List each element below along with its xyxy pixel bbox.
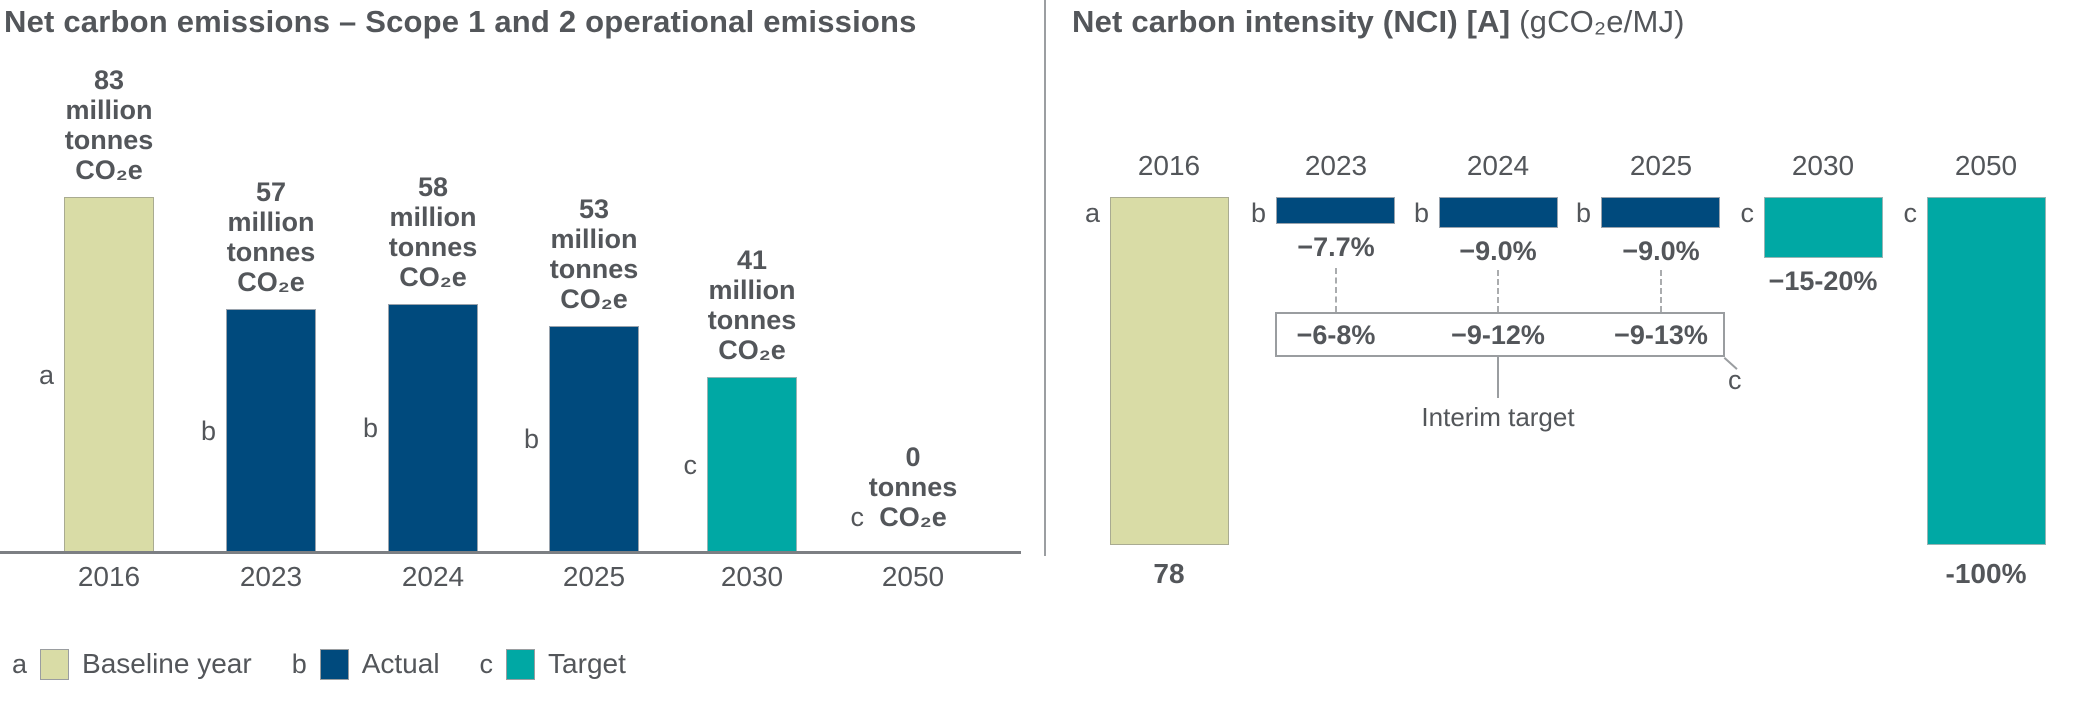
legend-letter-a: a [12,648,28,679]
interim-target-caption: Interim target [1421,402,1575,432]
emissions-chart: Net carbon emissions – Scope 1 and 2 ope… [0,0,1044,707]
nci-year-2030: 2030 [1791,150,1855,181]
legend: a Baseline year b Actual c Target [12,648,626,680]
bar-2024-actual [388,304,478,552]
series-letter-c-2030: c [683,450,698,480]
nci-2050-value: -100% [1945,558,2027,589]
emissions-chart-title: Net carbon emissions – Scope 1 and 2 ope… [4,4,917,39]
bar-2025-actual [549,326,639,552]
nci-letter-b-2025: b [1575,198,1591,228]
bar-2016-baseline [64,197,154,552]
interim-caption-line [1497,357,1499,398]
legend-letter-b: b [291,648,307,679]
bar-value-label-2050: 0 tonnes CO₂e [868,442,958,532]
nci-baseline-value: 78 [1153,558,1185,589]
nci-bar-2023-actual [1276,197,1395,224]
legend-label-baseline: Baseline year [82,648,252,679]
interim-target-2023: −6-8% [1296,320,1376,350]
legend-item-baseline: a Baseline year [12,648,252,680]
nci-year-2024: 2024 [1466,150,1530,181]
intensity-chart: Net carbon intensity (NCI) [A] (gCO₂e/MJ… [1046,0,2091,707]
axis-label-2030: 2030 [720,561,784,592]
baseline-swatch-icon [40,648,70,680]
nci-letter-b-2024: b [1413,198,1429,228]
nci-year-2025: 2025 [1629,150,1693,181]
interim-target-2024: −9-12% [1451,320,1545,350]
legend-letter-c: c [479,648,494,679]
bar-value-label-2016: 83 million tonnes CO₂e [64,65,154,185]
bar-value-label-2030: 41 million tonnes CO₂e [707,245,797,365]
intensity-chart-title: Net carbon intensity (NCI) [A] (gCO₂e/MJ… [1072,4,1685,40]
interim-target-2025: −9-13% [1614,320,1708,350]
bar-2030-target [707,377,797,552]
target-swatch-icon [506,648,536,680]
series-letter-b-2025: b [523,424,539,454]
axis-label-2025: 2025 [562,561,626,592]
legend-label-target: Target [548,648,626,679]
intensity-title-bold: Net carbon intensity (NCI) [A] [1072,4,1520,39]
nci-pct-2030: −15-20% [1768,266,1878,296]
bar-2023-actual [226,309,316,552]
nci-year-2023: 2023 [1304,150,1368,181]
dashed-connector-2025 [1660,270,1662,312]
interim-box-letter-c: c [1728,365,1742,395]
nci-bar-2050-target [1927,197,2046,545]
axis-label-2016: 2016 [77,561,141,592]
intensity-title-unit: (gCO₂e/MJ) [1519,4,1685,39]
bar-value-label-2025: 53 million tonnes CO₂e [549,194,639,314]
axis-label-2024: 2024 [401,561,465,592]
dashed-connector-2024 [1497,270,1499,312]
bar-value-label-2024: 58 million tonnes CO₂e [388,172,478,292]
nci-letter-c-2050: c [1903,198,1918,228]
x-axis-line [0,551,1021,554]
series-letter-b-2023: b [200,416,216,446]
nci-bar-2025-actual [1601,197,1720,228]
nci-pct-2023: −7.7% [1297,232,1375,262]
nci-pct-2025: −9.0% [1622,236,1700,266]
legend-label-actual: Actual [361,648,440,679]
nci-year-2016: 2016 [1137,150,1201,181]
nci-pct-2024: −9.0% [1459,236,1537,266]
series-letter-c-2050: c [850,502,865,532]
bar-value-label-2023: 57 million tonnes CO₂e [226,177,316,297]
legend-item-target: c Target [480,648,626,680]
nci-bar-2024-actual [1439,197,1558,228]
nci-year-2050: 2050 [1954,150,2018,181]
axis-label-2050: 2050 [881,561,945,592]
chart-divider [1044,0,1046,556]
interim-target-box [1275,312,1725,357]
nci-bar-2016-baseline [1110,197,1229,545]
actual-swatch-icon [319,648,349,680]
series-letter-a-2016: a [38,360,54,390]
legend-item-actual: b Actual [292,648,440,680]
axis-label-2023: 2023 [239,561,303,592]
dashed-connector-2023 [1335,268,1337,312]
nci-letter-a-2016: a [1084,198,1100,228]
nci-letter-b-2023: b [1250,198,1266,228]
nci-bar-2030-target [1764,197,1883,258]
series-letter-b-2024: b [362,413,378,443]
nci-letter-c-2030: c [1740,198,1755,228]
